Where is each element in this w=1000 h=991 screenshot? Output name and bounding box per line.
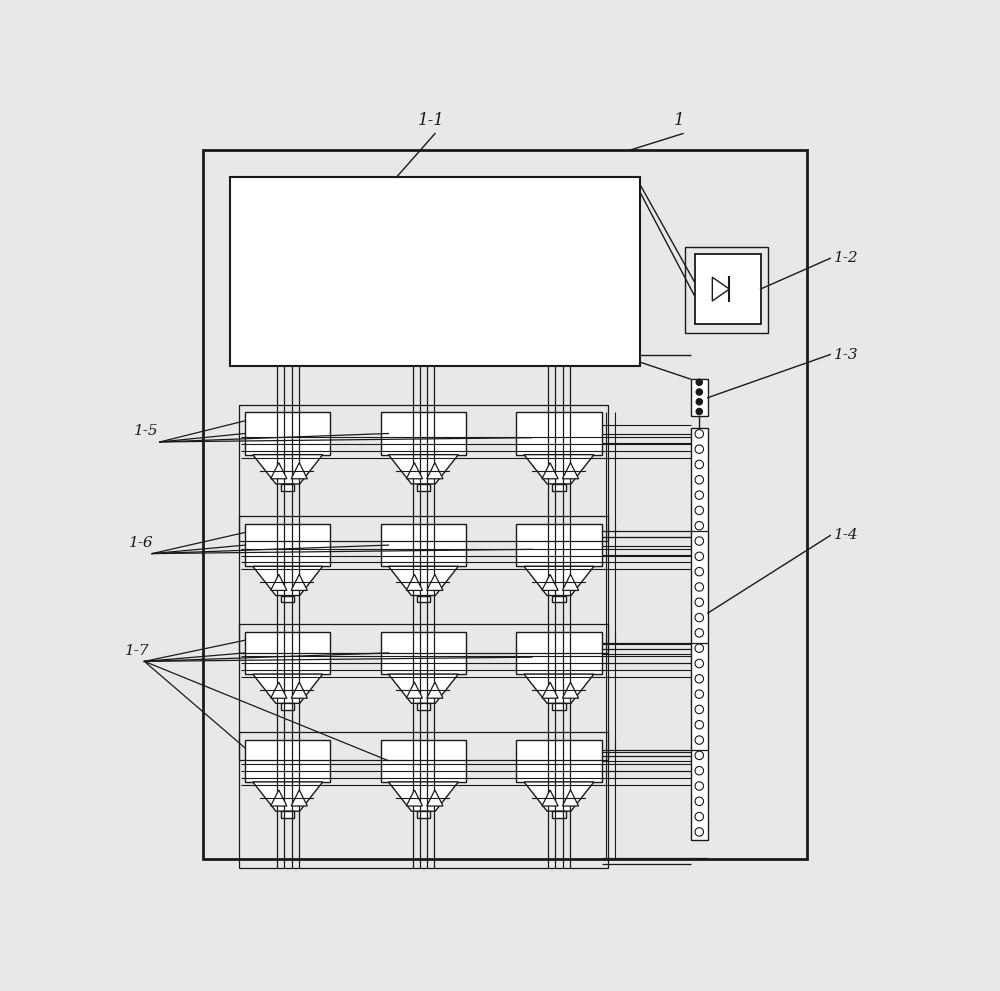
Bar	[516, 412, 602, 455]
Bar	[202, 151, 807, 859]
Bar	[685, 247, 768, 333]
Polygon shape	[388, 782, 458, 812]
Bar	[381, 739, 466, 782]
Bar	[381, 524, 466, 566]
Polygon shape	[253, 674, 323, 704]
Bar	[239, 516, 608, 652]
Polygon shape	[417, 704, 430, 711]
Circle shape	[696, 408, 702, 414]
Polygon shape	[427, 682, 443, 699]
Polygon shape	[524, 566, 594, 596]
Polygon shape	[562, 682, 579, 699]
Text: 1: 1	[674, 112, 684, 129]
Polygon shape	[552, 704, 566, 711]
Polygon shape	[406, 790, 423, 806]
Text: 1-6: 1-6	[129, 536, 154, 550]
Circle shape	[696, 380, 702, 385]
Polygon shape	[281, 812, 294, 819]
Polygon shape	[427, 575, 443, 591]
Bar	[691, 428, 708, 839]
Text: 1-2: 1-2	[834, 252, 859, 266]
Polygon shape	[552, 596, 566, 603]
Polygon shape	[562, 463, 579, 479]
Bar	[516, 631, 602, 674]
Bar	[695, 255, 761, 324]
Polygon shape	[542, 575, 558, 591]
Polygon shape	[524, 674, 594, 704]
Polygon shape	[291, 575, 307, 591]
Polygon shape	[281, 596, 294, 603]
Polygon shape	[524, 455, 594, 484]
Polygon shape	[427, 790, 443, 806]
Polygon shape	[417, 484, 430, 491]
Polygon shape	[281, 704, 294, 711]
Bar	[230, 177, 640, 366]
Polygon shape	[542, 682, 558, 699]
Polygon shape	[291, 790, 307, 806]
Bar	[239, 404, 608, 541]
Polygon shape	[271, 463, 287, 479]
Bar	[245, 631, 330, 674]
Text: 1-4: 1-4	[834, 528, 859, 542]
Polygon shape	[271, 575, 287, 591]
Text: 1-7: 1-7	[125, 643, 150, 658]
Bar	[381, 631, 466, 674]
Polygon shape	[417, 812, 430, 819]
Bar	[245, 739, 330, 782]
Polygon shape	[542, 790, 558, 806]
Text: 1-3: 1-3	[834, 348, 859, 362]
Polygon shape	[271, 682, 287, 699]
Polygon shape	[427, 463, 443, 479]
Circle shape	[696, 388, 702, 395]
Polygon shape	[406, 463, 423, 479]
Polygon shape	[388, 455, 458, 484]
Bar	[381, 412, 466, 455]
Polygon shape	[291, 463, 307, 479]
Polygon shape	[552, 812, 566, 819]
Polygon shape	[562, 575, 579, 591]
Bar	[516, 739, 602, 782]
Polygon shape	[291, 682, 307, 699]
Polygon shape	[562, 790, 579, 806]
Bar	[245, 524, 330, 566]
Polygon shape	[253, 782, 323, 812]
Polygon shape	[253, 566, 323, 596]
Polygon shape	[552, 484, 566, 491]
Polygon shape	[388, 566, 458, 596]
Text: 1-1: 1-1	[418, 112, 445, 129]
Bar	[691, 380, 708, 416]
Polygon shape	[253, 455, 323, 484]
Text: 1-5: 1-5	[134, 424, 159, 438]
Polygon shape	[524, 782, 594, 812]
Bar	[239, 624, 608, 760]
Bar	[239, 731, 608, 868]
Polygon shape	[406, 575, 423, 591]
Polygon shape	[542, 463, 558, 479]
Polygon shape	[271, 790, 287, 806]
Polygon shape	[281, 484, 294, 491]
Circle shape	[696, 398, 702, 405]
Polygon shape	[406, 682, 423, 699]
Bar	[516, 524, 602, 566]
Bar	[245, 412, 330, 455]
Polygon shape	[417, 596, 430, 603]
Polygon shape	[712, 277, 729, 301]
Polygon shape	[388, 674, 458, 704]
